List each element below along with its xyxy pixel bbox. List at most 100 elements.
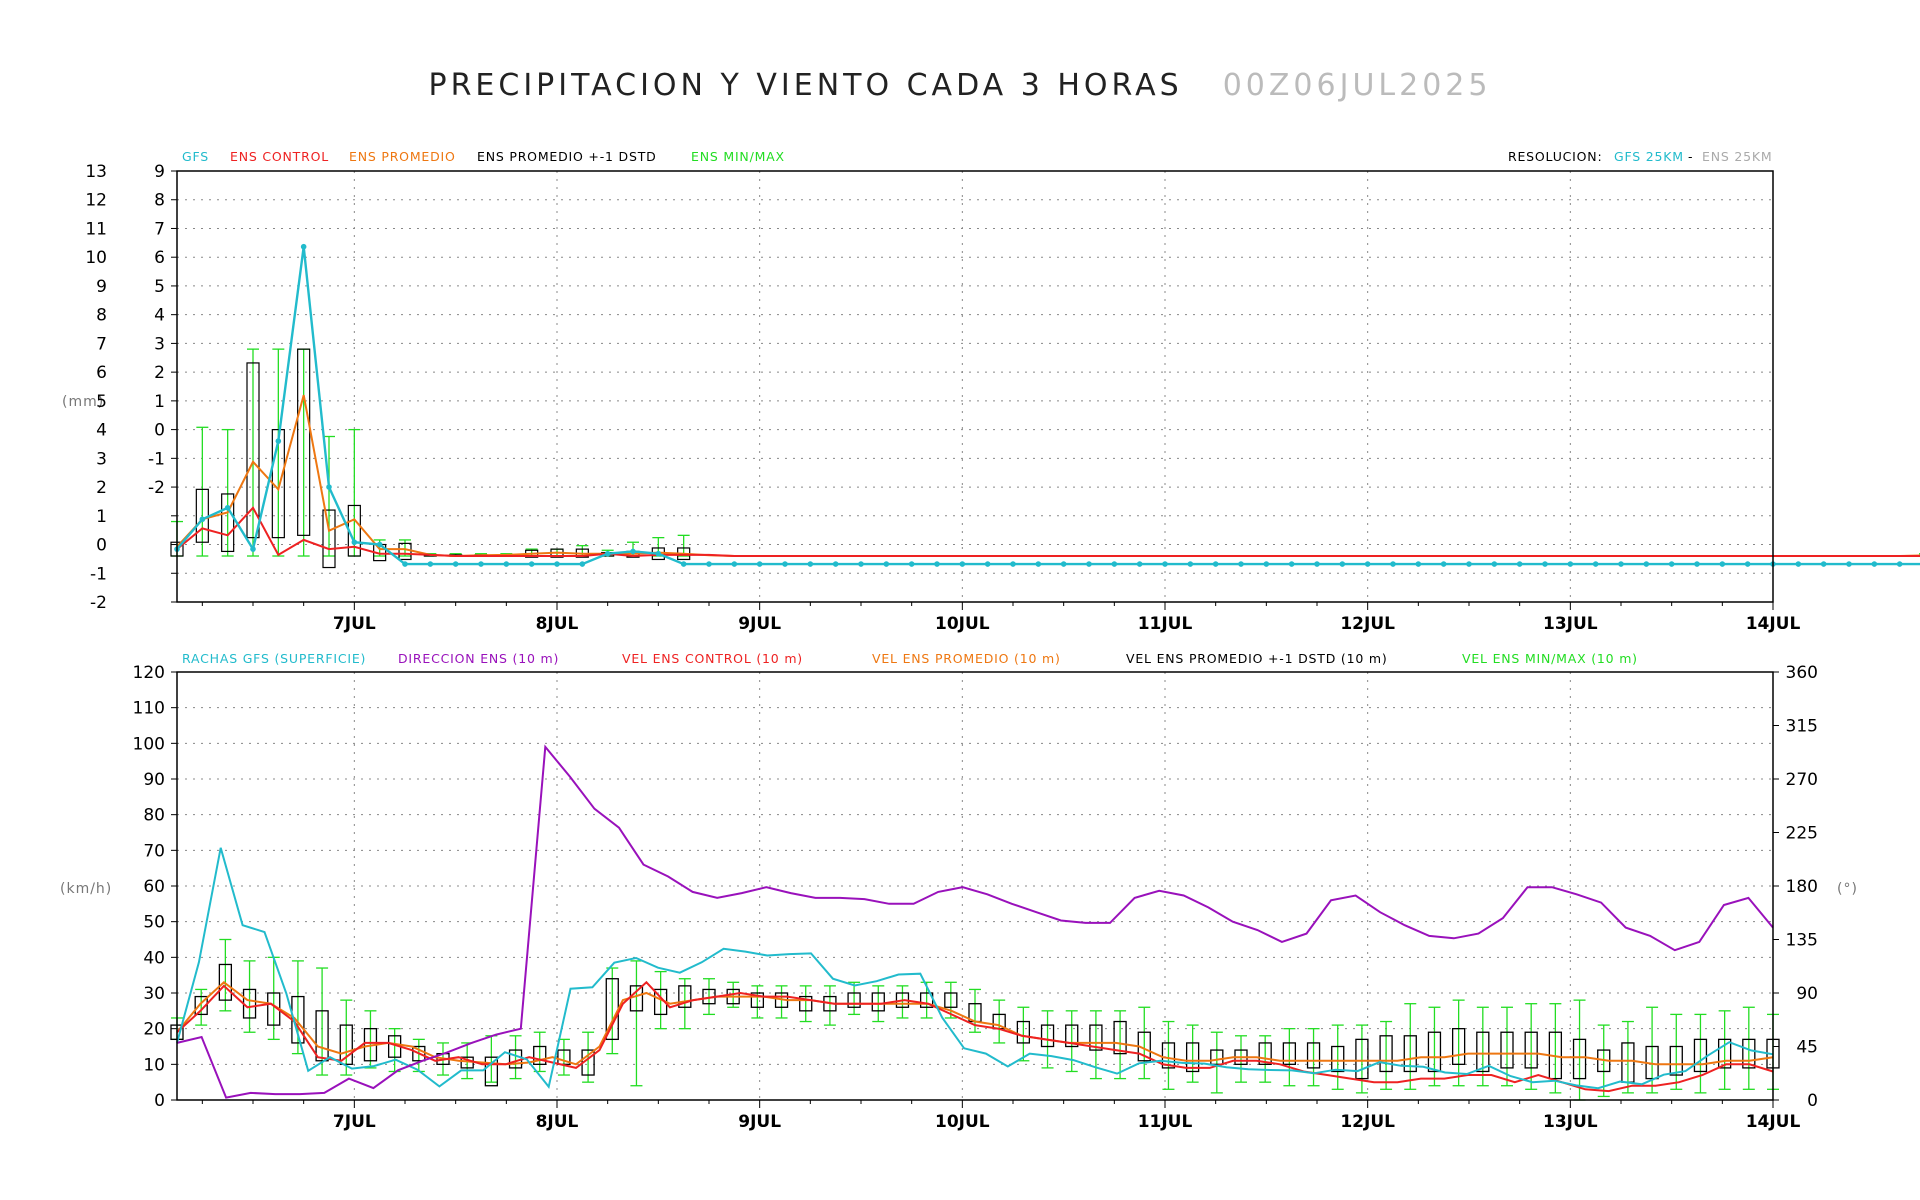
precip-gfs-point [832,561,839,567]
precip-ens-control-line [176,506,1920,558]
wind-rachas-gfs-line [176,847,1774,1090]
wind-std-box [1451,1028,1466,1065]
precip-ytick-label-inner: 7 [154,219,165,239]
precip-ytick-label: 11 [85,219,107,239]
precip-gfs-line [176,246,1920,566]
wind-std-box [1427,1031,1442,1073]
legend-res-gfs: GFS 25KM [1614,149,1684,164]
precip-gfs-point [1212,561,1219,567]
precip-ytick-label: 9 [96,277,107,297]
precip-gfs-point [554,561,560,567]
wind-ytick-label: 20 [143,1020,165,1040]
precip-gfs-point [1491,561,1498,567]
wind-std-box [1331,1045,1345,1073]
wind-xtick-label: 7JUL [333,1112,376,1132]
wind-std-box [1210,1049,1224,1065]
precip-ytick-label: 0 [96,536,107,556]
wind-std-box [750,992,765,1008]
legend-vel-minmax: VEL ENS MIN/MAX (10 m) [1462,651,1638,666]
wind-std-box [339,1024,353,1065]
precip-gfs-point [883,561,890,567]
wind-unit-label: (km/h) [60,881,112,897]
precip-ytick-label: 10 [85,248,107,268]
wind-control-line [176,980,1774,1093]
wind-ytick-label: 10 [143,1055,165,1075]
wind-promedio-line [176,980,1774,1066]
title-text: PRECIPITACION Y VIENTO CADA 3 HORAS [428,68,1183,103]
precip-std-box [246,362,260,539]
precip-gfs-point [959,561,966,567]
wind-ytick-label: 30 [143,984,165,1004]
top-legend: GFS ENS CONTROL ENS PROMEDIO ENS PROMEDI… [182,149,1772,164]
legend-vel-promedio: VEL ENS PROMEDIO (10 m) [872,651,1061,666]
precip-gfs-point [1238,561,1244,567]
precip-gfs-point [1719,561,1726,567]
precip-gfs-point [984,561,991,567]
precip-std-box [297,348,311,536]
precip-gfs-point [300,243,307,250]
precip-ytick-label: 8 [96,306,107,326]
wind-ytick-label: 80 [143,806,165,826]
legend-ens-promedio: ENS PROMEDIO [349,149,456,164]
precip-gfs-point [1263,561,1270,567]
legend-res-sep: - [1688,149,1693,164]
wind-std-box [847,992,861,1008]
precip-gfs-point [579,561,586,567]
precip-ytick-label: 13 [85,162,107,182]
precip-gfs-point [224,504,231,511]
precip-gfs-point [326,484,332,490]
precip-gfs-point [908,561,915,567]
wind-std-box [1669,1045,1683,1076]
wind-ytick-label: 0 [154,1091,165,1111]
precip-ens-promedio-line [176,394,1920,558]
precip-ytick-label: 3 [96,449,107,469]
wind-std-box [1185,1042,1200,1073]
precip-ytick-label: 7 [96,334,107,354]
wind-std-box [412,1045,426,1062]
run-stamp: 00Z06JUL2025 [1222,68,1492,103]
precip-ytick-label-inner: 8 [154,191,165,211]
precip-gfs-point [1390,561,1396,567]
wind-std-box [1282,1042,1297,1065]
precip-gfs-point [1871,561,1878,567]
wind-ytick-label: 110 [133,699,165,719]
precip-xtick-label: 9JUL [738,614,781,634]
precip-ytick-label-inner: 1 [154,392,165,412]
legend-ens-control: ENS CONTROL [230,149,329,164]
main-title: PRECIPITACION Y VIENTO CADA 3 HORAS 00Z06… [0,68,1920,103]
precip-gfs-point [1643,561,1650,567]
precip-gfs-point [1795,561,1802,567]
precip-gfs-point [1187,561,1194,567]
direction-ytick-label: 315 [1786,717,1818,737]
wind-std-box [1742,1038,1756,1069]
wind-std-box [1089,1024,1103,1051]
wind-std-box [1016,1020,1031,1044]
precip-gfs-point [1364,561,1371,567]
precip-ytick-label: 4 [96,421,107,441]
legend-res-ens: ENS 25KM [1702,149,1772,164]
wind-std-box [799,995,813,1012]
precip-gfs-point [478,561,484,567]
wind-std-box [944,992,958,1008]
wind-std-box [1065,1024,1079,1048]
precip-plot-frame [176,170,1774,603]
precip-gfs-point [1111,561,1118,567]
precip-ytick-label-inner: -1 [148,449,165,469]
precip-gfs-point [1136,561,1143,567]
precip-ytick-label-inner: 2 [154,363,165,383]
legend-direccion: DIRECCION ENS (10 m) [398,651,559,666]
precip-gfs-point [1339,561,1346,567]
wind-std-box [194,995,208,1016]
precip-gfs-point [1035,561,1042,567]
precip-ytick-label: 1 [96,507,107,527]
wind-std-box [1113,1020,1127,1055]
precip-ytick-label: 2 [96,478,107,498]
wind-std-box [1500,1031,1514,1069]
precip-gfs-point [528,561,535,567]
precip-gfs-point [250,546,256,552]
wind-xtick-label: 12JUL [1340,1112,1395,1132]
legend-vel-std: VEL ENS PROMEDIO +-1 DSTD (10 m) [1126,651,1388,666]
precip-ytick-label-inner: 9 [154,162,165,182]
precip-gfs-point [1668,561,1675,567]
